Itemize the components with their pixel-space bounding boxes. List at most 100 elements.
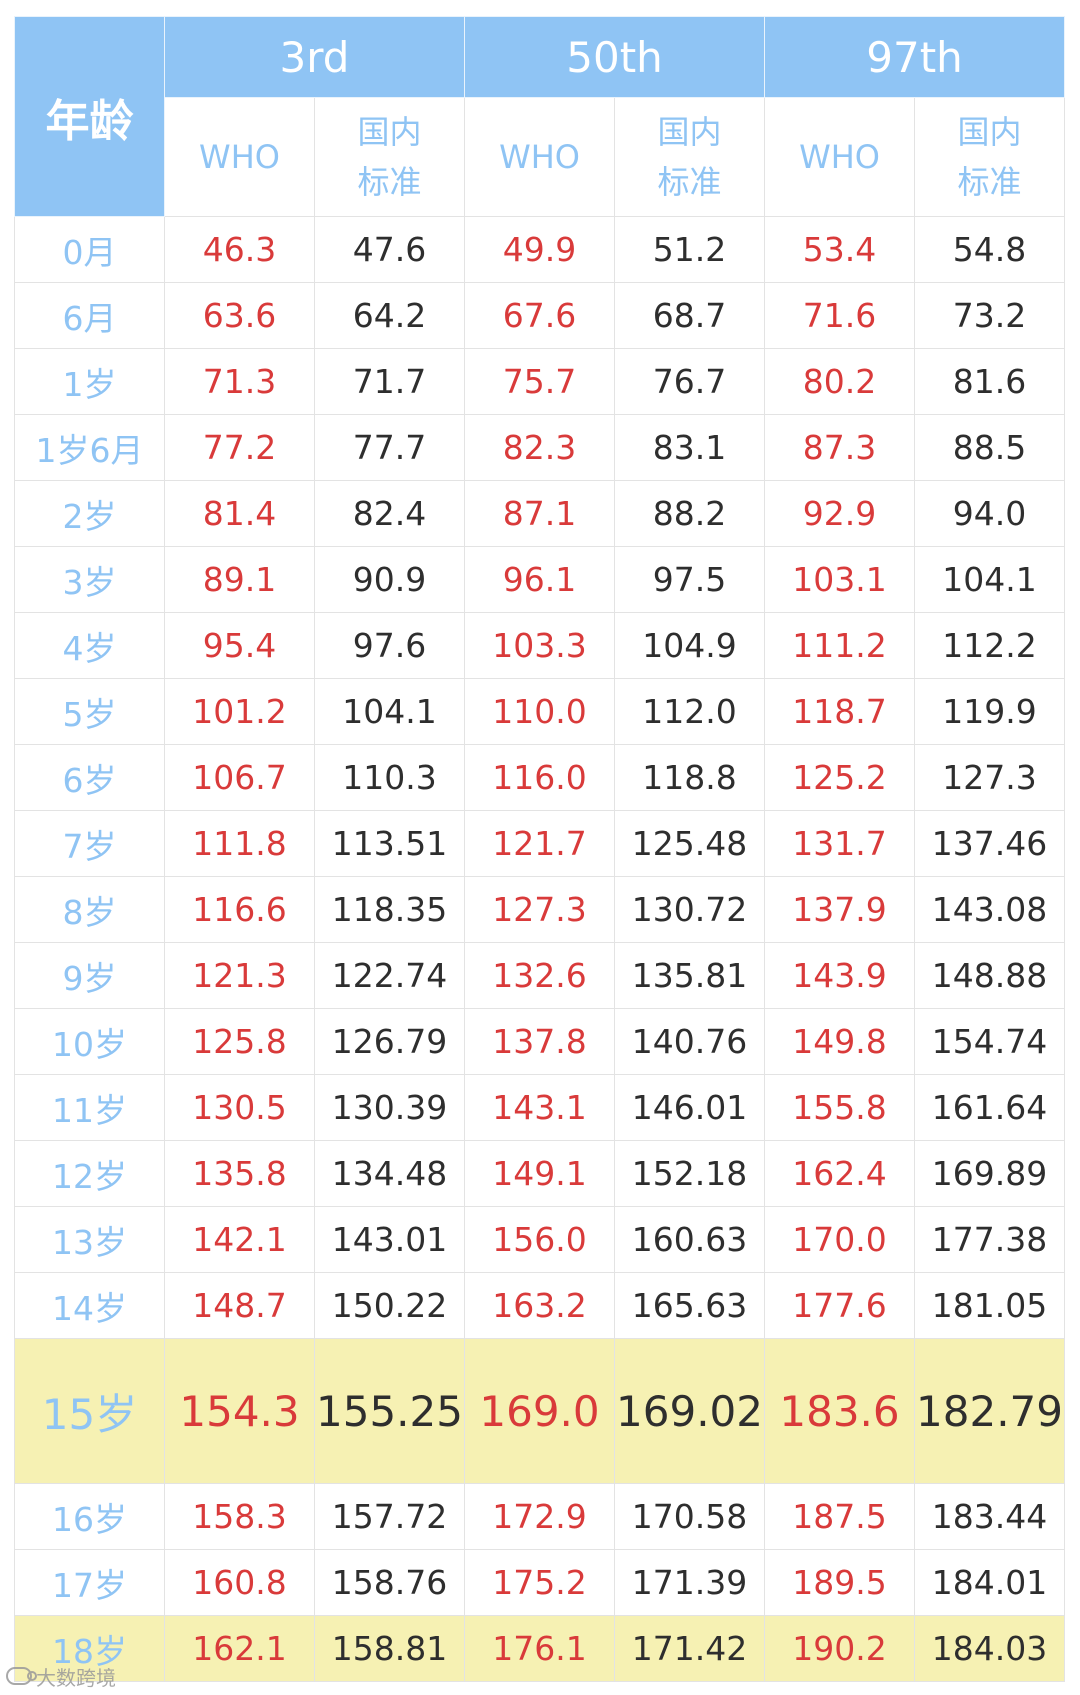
who-value-cell: 116.6 [164, 876, 315, 943]
who-value-cell: 190.2 [764, 1615, 916, 1682]
table-row: 1岁 71.3 71.7 75.7 76.7 80.2 81.6 [14, 348, 1066, 415]
domestic-value-cell: 118.35 [313, 876, 466, 943]
domestic-value-cell: 90.9 [313, 546, 466, 613]
who-value-cell: 162.4 [764, 1140, 916, 1207]
who-value-cell: 189.5 [764, 1549, 916, 1616]
age-cell: 11岁 [14, 1074, 165, 1141]
who-value-cell: 137.9 [764, 876, 916, 943]
who-value-cell: 106.7 [164, 744, 315, 811]
who-value-cell: 177.6 [764, 1272, 916, 1339]
age-cell: 12岁 [14, 1140, 165, 1207]
who-value-cell: 130.5 [164, 1074, 315, 1141]
table-row: 2岁 81.4 82.4 87.1 88.2 92.9 94.0 [14, 480, 1066, 547]
age-cell: 8岁 [14, 876, 165, 943]
who-value-cell: 162.1 [164, 1615, 315, 1682]
domestic-value-cell: 94.0 [914, 480, 1066, 547]
domestic-value-cell: 154.74 [914, 1008, 1066, 1075]
who-value-cell: 127.3 [464, 876, 616, 943]
domestic-value-cell: 83.1 [614, 414, 766, 481]
who-value-cell: 154.3 [164, 1338, 315, 1484]
who-value-cell: 176.1 [464, 1615, 616, 1682]
who-value-cell: 110.0 [464, 678, 616, 745]
table-row: 1岁6月 77.2 77.7 82.3 83.1 87.3 88.5 [14, 414, 1066, 481]
domestic-value-cell: 64.2 [313, 282, 466, 349]
table-row: 17岁 160.8 158.76 175.2 171.39 189.5 184.01 [14, 1549, 1066, 1616]
age-cell: 4岁 [14, 612, 165, 679]
age-cell: 10岁 [14, 1008, 165, 1075]
who-value-cell: 169.0 [464, 1338, 616, 1484]
who-value-cell: 135.8 [164, 1140, 315, 1207]
domestic-value-cell: 158.81 [313, 1615, 466, 1682]
who-value-cell: 95.4 [164, 612, 315, 679]
domestic-value-cell: 183.44 [914, 1483, 1066, 1550]
domestic-value-cell: 150.22 [313, 1272, 466, 1339]
domestic-value-cell: 126.79 [313, 1008, 466, 1075]
who-value-cell: 80.2 [764, 348, 916, 415]
percentile-3rd-header: 3rd [163, 16, 466, 98]
table-row: 15岁 154.3 155.25 169.0 169.02 183.6 182.79 [14, 1338, 1066, 1484]
domestic-value-cell: 76.7 [614, 348, 766, 415]
domestic-value-cell: 68.7 [614, 282, 766, 349]
who-value-cell: 63.6 [164, 282, 315, 349]
domestic-value-cell: 125.48 [614, 810, 766, 877]
domestic-value-cell: 51.2 [614, 216, 766, 283]
domestic-value-cell: 47.6 [313, 216, 466, 283]
domestic-value-cell: 71.7 [313, 348, 466, 415]
who-value-cell: 87.1 [464, 480, 616, 547]
domestic-value-cell: 130.39 [313, 1074, 466, 1141]
who-value-cell: 156.0 [464, 1206, 616, 1273]
percentile-97th-header: 97th [764, 16, 1066, 98]
domestic-value-cell: 152.18 [614, 1140, 766, 1207]
domestic-value-cell: 97.6 [313, 612, 466, 679]
who-value-cell: 155.8 [764, 1074, 916, 1141]
domestic-value-cell: 82.4 [313, 480, 466, 547]
age-cell: 6岁 [14, 744, 165, 811]
domestic-value-cell: 184.03 [914, 1615, 1066, 1682]
who-value-cell: 125.2 [764, 744, 916, 811]
table-row: 7岁 111.8 113.51 121.7 125.48 131.7 137.46 [14, 810, 1066, 877]
age-cell: 18岁 [14, 1615, 165, 1682]
who-value-cell: 46.3 [164, 216, 315, 283]
domestic-value-cell: 157.72 [313, 1483, 466, 1550]
who-value-cell: 96.1 [464, 546, 616, 613]
brand-logo-icon [6, 1667, 37, 1685]
table-row: 14岁 148.7 150.22 163.2 165.63 177.6 181.05 [14, 1272, 1066, 1339]
table-row: 12岁 135.8 134.48 149.1 152.18 162.4 169.89 [14, 1140, 1066, 1207]
who-value-cell: 116.0 [464, 744, 616, 811]
who-value-cell: 183.6 [764, 1338, 916, 1484]
table-row: 5岁 101.2 104.1 110.0 112.0 118.7 119.9 [14, 678, 1066, 745]
domestic-value-cell: 113.51 [313, 810, 466, 877]
domestic-value-cell: 146.01 [614, 1074, 766, 1141]
table-row: 13岁 142.1 143.01 156.0 160.63 170.0 177.38 [14, 1206, 1066, 1273]
domestic-value-cell: 119.9 [914, 678, 1066, 745]
domestic-value-cell: 104.1 [914, 546, 1066, 613]
domestic-value-cell: 135.81 [614, 942, 766, 1009]
who-value-cell: 67.6 [464, 282, 616, 349]
who-value-cell: 92.9 [764, 480, 916, 547]
who-value-cell: 103.1 [764, 546, 916, 613]
age-cell: 16岁 [14, 1483, 165, 1550]
watermark: 大数跨境 [6, 1662, 146, 1690]
who-value-cell: 71.3 [164, 348, 315, 415]
age-cell: 17岁 [14, 1549, 165, 1616]
domestic-value-cell: 140.76 [614, 1008, 766, 1075]
who-value-cell: 101.2 [164, 678, 315, 745]
who-value-cell: 121.3 [164, 942, 315, 1009]
table-row: 0月 46.3 47.6 49.9 51.2 53.4 54.8 [14, 216, 1066, 283]
who-value-cell: 142.1 [164, 1206, 315, 1273]
domestic-value-cell: 134.48 [313, 1140, 466, 1207]
domestic-value-cell: 73.2 [914, 282, 1066, 349]
who-value-cell: 118.7 [764, 678, 916, 745]
who-value-cell: 160.8 [164, 1549, 315, 1616]
who-value-cell: 149.8 [764, 1008, 916, 1075]
age-cell: 9岁 [14, 942, 165, 1009]
domestic-value-cell: 148.88 [914, 942, 1066, 1009]
table-row: 8岁 116.6 118.35 127.3 130.72 137.9 143.08 [14, 876, 1066, 943]
domestic-value-cell: 171.39 [614, 1549, 766, 1616]
domestic-value-cell: 112.2 [914, 612, 1066, 679]
who-value-cell: 111.2 [764, 612, 916, 679]
domestic-value-cell: 143.08 [914, 876, 1066, 943]
domestic-value-cell: 171.42 [614, 1615, 766, 1682]
who-value-cell: 132.6 [464, 942, 616, 1009]
age-column-header: 年龄 [14, 16, 165, 217]
